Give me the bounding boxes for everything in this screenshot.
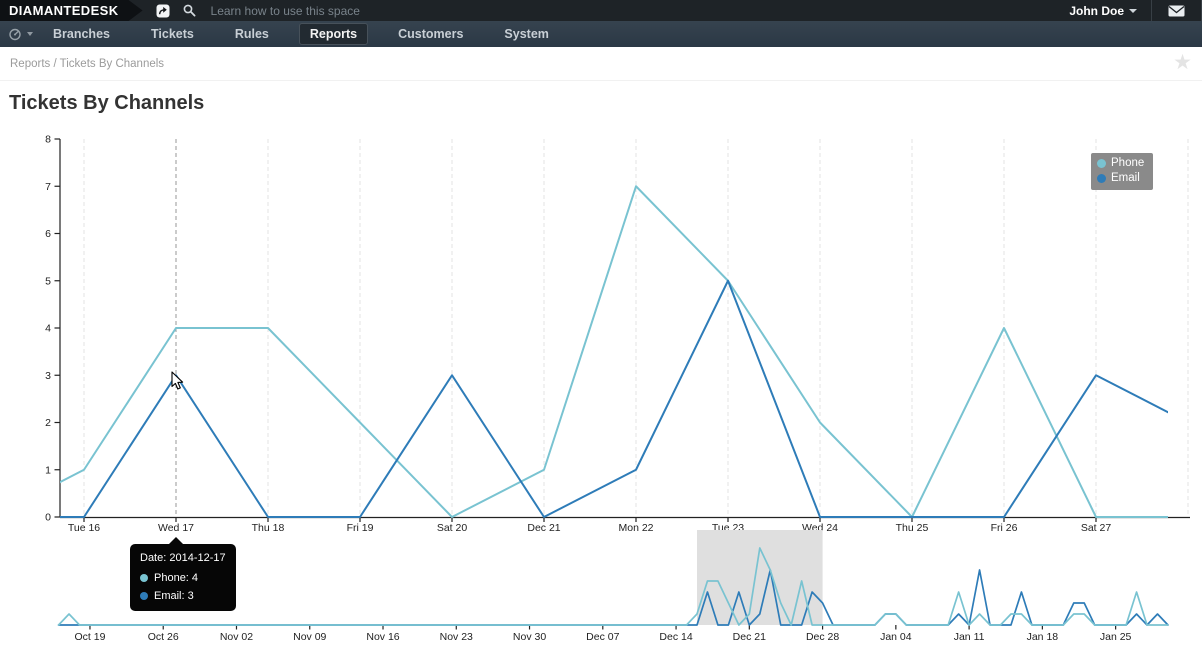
breadcrumb[interactable]: Reports / Tickets By Channels xyxy=(10,57,165,70)
x-axis-label: Wed 17 xyxy=(158,522,194,534)
y-axis-label: 1 xyxy=(45,464,51,476)
nav-branches[interactable]: Branches xyxy=(53,27,110,41)
navigator-tick-label: Dec 21 xyxy=(733,631,766,643)
x-axis-label: Mon 22 xyxy=(618,522,653,534)
y-axis-label: 2 xyxy=(45,417,51,429)
user-name: John Doe xyxy=(1069,3,1124,18)
chart-legend[interactable]: Phone Email xyxy=(1091,153,1154,190)
navigator-tick-label: Nov 16 xyxy=(366,631,399,643)
user-menu[interactable]: John Doe xyxy=(1055,4,1151,18)
tooltip-phone-row: Phone: 4 xyxy=(140,572,226,584)
phone-line[interactable] xyxy=(0,185,1188,518)
x-axis-label: Thu 18 xyxy=(252,522,285,534)
navigator-tick-label: Nov 23 xyxy=(440,631,473,643)
tooltip-date: Date: 2014-12-17 xyxy=(140,552,226,564)
gauge-icon xyxy=(9,28,21,40)
x-axis-label: Fri 19 xyxy=(347,522,374,534)
envelope-icon xyxy=(1168,5,1185,16)
phone-series-dot xyxy=(1097,159,1106,168)
navigator-tick-label: Dec 07 xyxy=(586,631,619,643)
y-axis-label: 0 xyxy=(45,512,51,524)
navigator-selection[interactable] xyxy=(696,530,823,625)
nav-system[interactable]: System xyxy=(504,27,549,41)
navigator-tick-label: Jan 04 xyxy=(880,631,912,643)
dashboard-menu[interactable] xyxy=(8,28,33,41)
navigator-tick-label: Oct 26 xyxy=(148,631,179,643)
top-bar: DIAMANTEDESK Learn how to use this space… xyxy=(0,0,1202,21)
shortcut-icon[interactable] xyxy=(156,4,170,18)
divider xyxy=(1151,0,1152,21)
main-nav: Branches Tickets Rules Reports Customers… xyxy=(0,21,1202,47)
chevron-down-icon xyxy=(27,32,33,36)
nav-tickets[interactable]: Tickets xyxy=(150,27,194,41)
x-axis-label: Dec 21 xyxy=(527,522,560,534)
email-series-dot xyxy=(1097,174,1106,183)
breadcrumb-bar: Reports / Tickets By Channels ★ xyxy=(0,47,1202,81)
legend-item-phone[interactable]: Phone xyxy=(1097,156,1144,171)
navigator-tick-label: Nov 02 xyxy=(220,631,253,643)
x-axis-label: Sat 27 xyxy=(1081,522,1112,534)
search-icon[interactable] xyxy=(183,4,196,17)
app-logo: DIAMANTEDESK xyxy=(9,3,119,18)
phone-line-navigator[interactable] xyxy=(57,547,1169,626)
nav-customers[interactable]: Customers xyxy=(398,27,464,41)
navigator-tick-label: Nov 30 xyxy=(513,631,546,643)
navigator-tick-label: Dec 28 xyxy=(806,631,839,643)
favorite-star-icon[interactable]: ★ xyxy=(1173,51,1192,74)
chevron-down-icon xyxy=(1129,8,1137,13)
page-title: Tickets By Channels xyxy=(9,92,205,114)
navigator-tick-label: Nov 09 xyxy=(293,631,326,643)
chart-tooltip: Date: 2014-12-17 Phone: 4 Email: 3 xyxy=(130,537,236,611)
navigator-tick-label: Dec 14 xyxy=(659,631,692,643)
nav-rules[interactable]: Rules xyxy=(234,27,269,41)
navigator-tick-label: Jan 25 xyxy=(1100,631,1132,643)
y-axis-label: 4 xyxy=(45,323,51,335)
navigator-tick-label: Jan 18 xyxy=(1027,631,1059,643)
navigator-axis: Oct 19 Oct 26 Nov 02 Nov 09 Nov 16 Nov 23 Nov … xyxy=(74,625,1132,643)
y-axis-label: 7 xyxy=(45,181,51,193)
x-axis-label: Tue 16 xyxy=(68,522,100,534)
navigator-tick-label: Jan 11 xyxy=(954,631,985,643)
legend-item-email[interactable]: Email xyxy=(1097,171,1144,186)
y-axis-label: 5 xyxy=(45,275,51,287)
x-axis-label: Sat 20 xyxy=(437,522,468,534)
tooltip-phone-value: Phone: 4 xyxy=(154,572,199,584)
legend-label: Email xyxy=(1111,172,1140,184)
tooltip-email-value: Email: 3 xyxy=(154,590,194,602)
nav-reports[interactable]: Reports xyxy=(298,23,369,45)
email-line[interactable] xyxy=(0,279,1188,518)
legend-label: Phone xyxy=(1111,157,1145,169)
main-axes: 0 1 2 3 4 5 6 7 8 Tue 16 Wed 17 Thu 18 Fri 19 Sat 20 D… xyxy=(45,134,1190,534)
logo-banner[interactable]: DIAMANTEDESK xyxy=(0,0,143,21)
email-series-dot xyxy=(140,592,148,600)
search-input[interactable]: Learn how to use this space xyxy=(210,3,360,18)
x-axis-label: Thu 25 xyxy=(896,522,929,534)
tooltip-email-row: Email: 3 xyxy=(140,590,226,602)
x-axis-label: Fri 26 xyxy=(991,522,1018,534)
y-axis-label: 8 xyxy=(45,134,51,146)
y-axis-label: 6 xyxy=(45,228,51,240)
navigator-tick-label: Oct 19 xyxy=(74,631,105,643)
y-axis-label: 3 xyxy=(45,370,51,382)
phone-series-dot xyxy=(140,574,148,582)
messages-button[interactable] xyxy=(1152,5,1201,17)
topbar-right: John Doe xyxy=(1055,0,1202,21)
